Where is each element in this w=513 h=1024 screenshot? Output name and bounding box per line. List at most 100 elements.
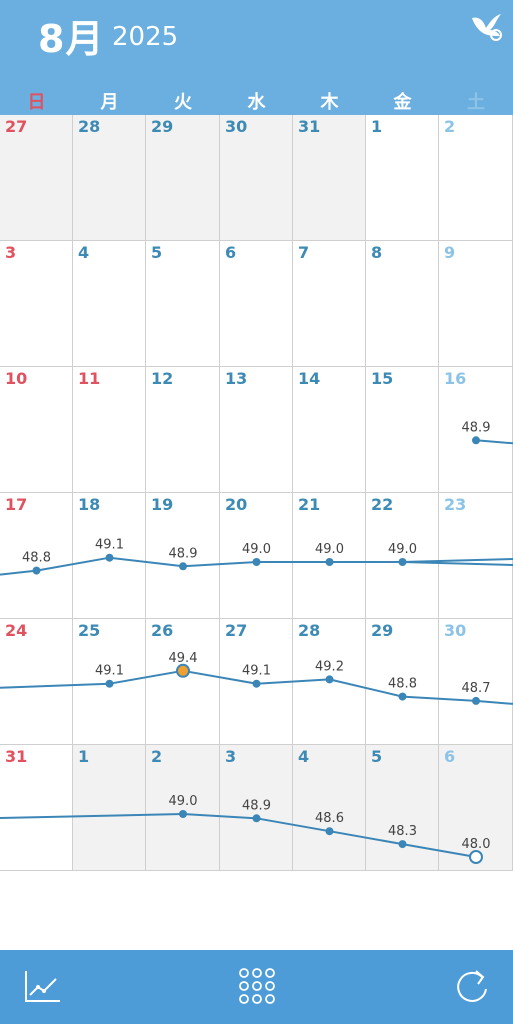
bottom-toolbar — [0, 950, 513, 1024]
day-cell[interactable]: 29 — [366, 619, 439, 745]
day-cell[interactable]: 2 — [146, 745, 220, 871]
day-number: 29 — [371, 621, 394, 640]
calendar-grid: 27 28 29 30 31 1 2 3 4 5 6 7 8 9 10 11 12 13 14 15 16 17 18 19 2… — [0, 115, 513, 871]
bird-logo-icon[interactable] — [468, 8, 504, 42]
grid-menu-icon[interactable] — [236, 965, 278, 1007]
day-cell[interactable]: 28 — [73, 115, 146, 241]
day-cell[interactable]: 24 — [0, 619, 73, 745]
day-cell[interactable]: 1 — [73, 745, 146, 871]
day-cell[interactable]: 25 — [73, 619, 146, 745]
day-cell[interactable]: 27 — [0, 115, 73, 241]
day-cell[interactable]: 26 — [146, 619, 220, 745]
graph-icon[interactable] — [22, 965, 64, 1007]
month-title[interactable]: 8月 — [38, 17, 105, 61]
day-cell[interactable]: 31 — [293, 115, 366, 241]
day-number: 17 — [5, 495, 28, 514]
day-cell[interactable]: 10 — [0, 367, 73, 493]
day-number: 26 — [151, 621, 174, 640]
day-cell[interactable]: 1 — [366, 115, 439, 241]
day-cell[interactable]: 5 — [146, 241, 220, 367]
day-number: 5 — [151, 243, 163, 262]
year-label[interactable]: 2025 — [112, 22, 179, 52]
day-cell[interactable]: 21 — [293, 493, 366, 619]
day-cell[interactable]: 31 — [0, 745, 73, 871]
day-number: 21 — [298, 495, 321, 514]
day-number: 31 — [5, 747, 28, 766]
day-cell[interactable]: 14 — [293, 367, 366, 493]
weekday-label: 土 — [467, 92, 485, 113]
day-number: 6 — [444, 747, 456, 766]
day-number: 22 — [371, 495, 394, 514]
refresh-icon[interactable] — [452, 965, 494, 1007]
day-number: 6 — [225, 243, 237, 262]
day-cell[interactable]: 6 — [220, 241, 293, 367]
day-cell[interactable]: 28 — [293, 619, 366, 745]
day-number: 1 — [371, 117, 383, 136]
day-number: 18 — [78, 495, 101, 514]
day-cell[interactable]: 9 — [439, 241, 513, 367]
day-number: 1 — [78, 747, 90, 766]
day-cell[interactable]: 2 — [439, 115, 513, 241]
day-number: 5 — [371, 747, 383, 766]
day-cell[interactable]: 29 — [146, 115, 220, 241]
day-cell[interactable]: 27 — [220, 619, 293, 745]
day-number: 30 — [444, 621, 467, 640]
day-cell[interactable]: 3 — [220, 745, 293, 871]
day-cell[interactable]: 30 — [220, 115, 293, 241]
day-cell[interactable]: 12 — [146, 367, 220, 493]
day-number: 3 — [5, 243, 17, 262]
day-cell[interactable]: 11 — [73, 367, 146, 493]
day-number: 31 — [298, 117, 321, 136]
day-cell[interactable]: 5 — [366, 745, 439, 871]
day-number: 19 — [151, 495, 174, 514]
day-number: 10 — [5, 369, 28, 388]
day-number: 3 — [225, 747, 237, 766]
day-number: 28 — [298, 621, 321, 640]
day-number: 4 — [78, 243, 90, 262]
day-cell[interactable]: 13 — [220, 367, 293, 493]
day-number: 20 — [225, 495, 248, 514]
day-cell[interactable]: 30 — [439, 619, 513, 745]
day-number: 28 — [78, 117, 101, 136]
day-cell[interactable]: 8 — [366, 241, 439, 367]
day-number: 7 — [298, 243, 310, 262]
day-number: 13 — [225, 369, 248, 388]
weekday-label: 月 — [100, 92, 119, 113]
day-cell[interactable]: 16 — [439, 367, 513, 493]
weekday-label: 金 — [393, 92, 412, 113]
day-number: 24 — [5, 621, 28, 640]
day-cell[interactable]: 23 — [439, 493, 513, 619]
day-number: 8 — [371, 243, 383, 262]
day-number: 2 — [444, 117, 456, 136]
day-number: 11 — [78, 369, 101, 388]
day-cell[interactable]: 17 — [0, 493, 73, 619]
day-cell[interactable]: 22 — [366, 493, 439, 619]
day-number: 25 — [78, 621, 101, 640]
day-cell[interactable]: 6 — [439, 745, 513, 871]
day-cell[interactable]: 4 — [73, 241, 146, 367]
day-cell[interactable]: 18 — [73, 493, 146, 619]
day-number: 15 — [371, 369, 394, 388]
header-bar: 8月 2025 日 月 火 水 木 金 土 — [0, 0, 513, 115]
weekday-label: 木 — [320, 92, 339, 113]
day-cell[interactable]: 20 — [220, 493, 293, 619]
day-cell[interactable]: 3 — [0, 241, 73, 367]
day-number: 30 — [225, 117, 248, 136]
day-number: 16 — [444, 369, 467, 388]
day-number: 29 — [151, 117, 174, 136]
weekday-label: 日 — [27, 92, 46, 113]
day-cell[interactable]: 19 — [146, 493, 220, 619]
day-cell[interactable]: 4 — [293, 745, 366, 871]
day-number: 2 — [151, 747, 163, 766]
day-number: 27 — [225, 621, 248, 640]
day-number: 12 — [151, 369, 174, 388]
day-number: 23 — [444, 495, 467, 514]
day-number: 4 — [298, 747, 310, 766]
day-cell[interactable]: 7 — [293, 241, 366, 367]
weekday-label: 水 — [247, 92, 266, 113]
day-cell[interactable]: 15 — [366, 367, 439, 493]
day-number: 27 — [5, 117, 28, 136]
weekday-label: 火 — [174, 92, 192, 113]
day-number: 9 — [444, 243, 456, 262]
day-number: 14 — [298, 369, 321, 388]
